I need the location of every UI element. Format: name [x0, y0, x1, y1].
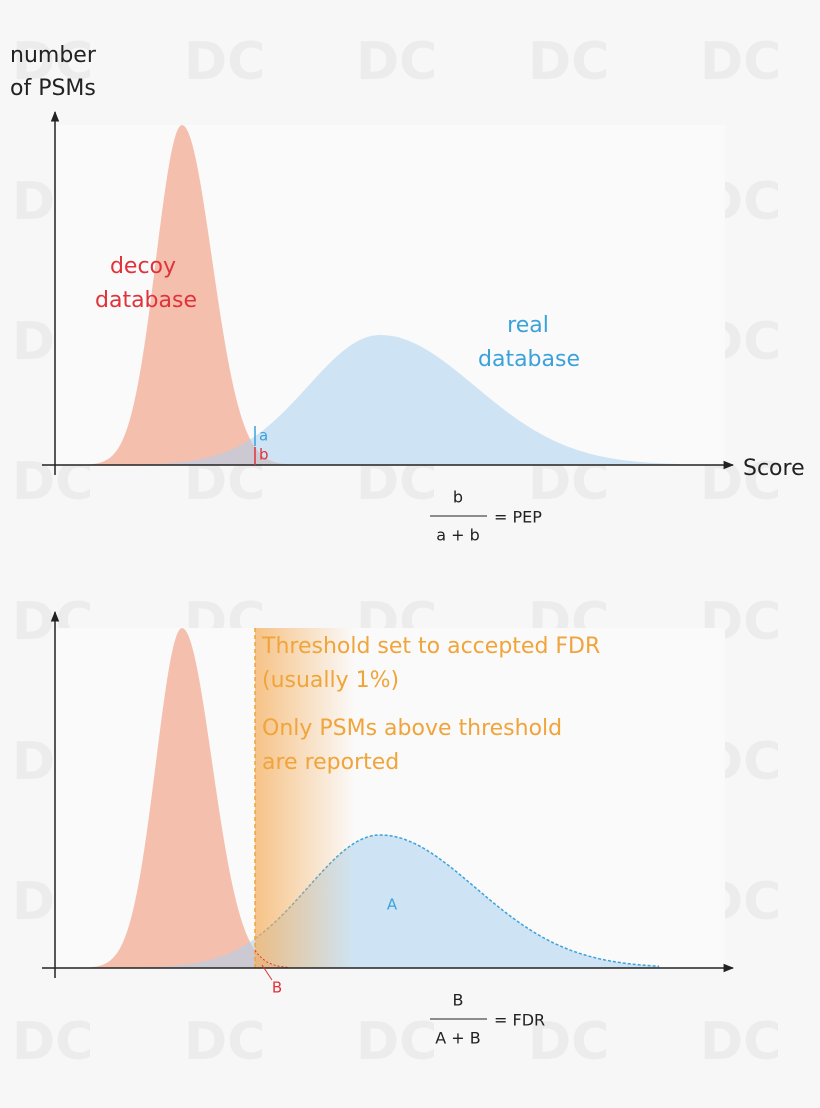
watermark: DC — [356, 32, 437, 92]
b-label: b — [259, 446, 269, 464]
b-area-label: B — [272, 979, 282, 997]
formula-result: = PEP — [494, 508, 542, 527]
watermark: DC — [356, 1012, 437, 1072]
decoy-label: database — [95, 288, 197, 313]
watermark: DC — [184, 32, 265, 92]
x-label: Score — [743, 456, 805, 481]
report-note: Only PSMs above threshold — [262, 716, 562, 741]
watermark: DC — [12, 1012, 93, 1072]
formula-result: = FDR — [494, 1011, 545, 1030]
watermark: DC — [12, 32, 93, 92]
watermark: DC — [528, 1012, 609, 1072]
real-distribution — [70, 335, 680, 465]
y-label: number — [10, 43, 97, 68]
real-label: real — [507, 313, 549, 338]
watermark: DC — [700, 1012, 781, 1072]
watermark: DC — [528, 32, 609, 92]
numerator: b — [453, 488, 463, 507]
a-label: a — [259, 427, 268, 445]
threshold-note: (usually 1%) — [262, 668, 399, 693]
curves — [70, 125, 680, 968]
report-note: are reported — [262, 750, 399, 775]
watermark: DC — [184, 1012, 265, 1072]
a-area-label: A — [387, 896, 398, 914]
numerator: B — [453, 991, 464, 1010]
decoy-label: decoy — [110, 254, 176, 279]
denominator: A + B — [435, 1029, 481, 1048]
watermark: DC — [700, 32, 781, 92]
real-distribution — [70, 835, 660, 968]
b-area — [254, 950, 290, 968]
denominator: a + b — [436, 526, 480, 545]
b-pointer — [261, 964, 273, 981]
y-label: of PSMs — [10, 76, 96, 101]
threshold-band — [255, 628, 355, 968]
real-label: database — [478, 347, 580, 372]
decoy-distribution — [70, 628, 300, 968]
threshold-note: Threshold set to accepted FDR — [261, 634, 600, 659]
decoy-distribution — [70, 125, 300, 465]
